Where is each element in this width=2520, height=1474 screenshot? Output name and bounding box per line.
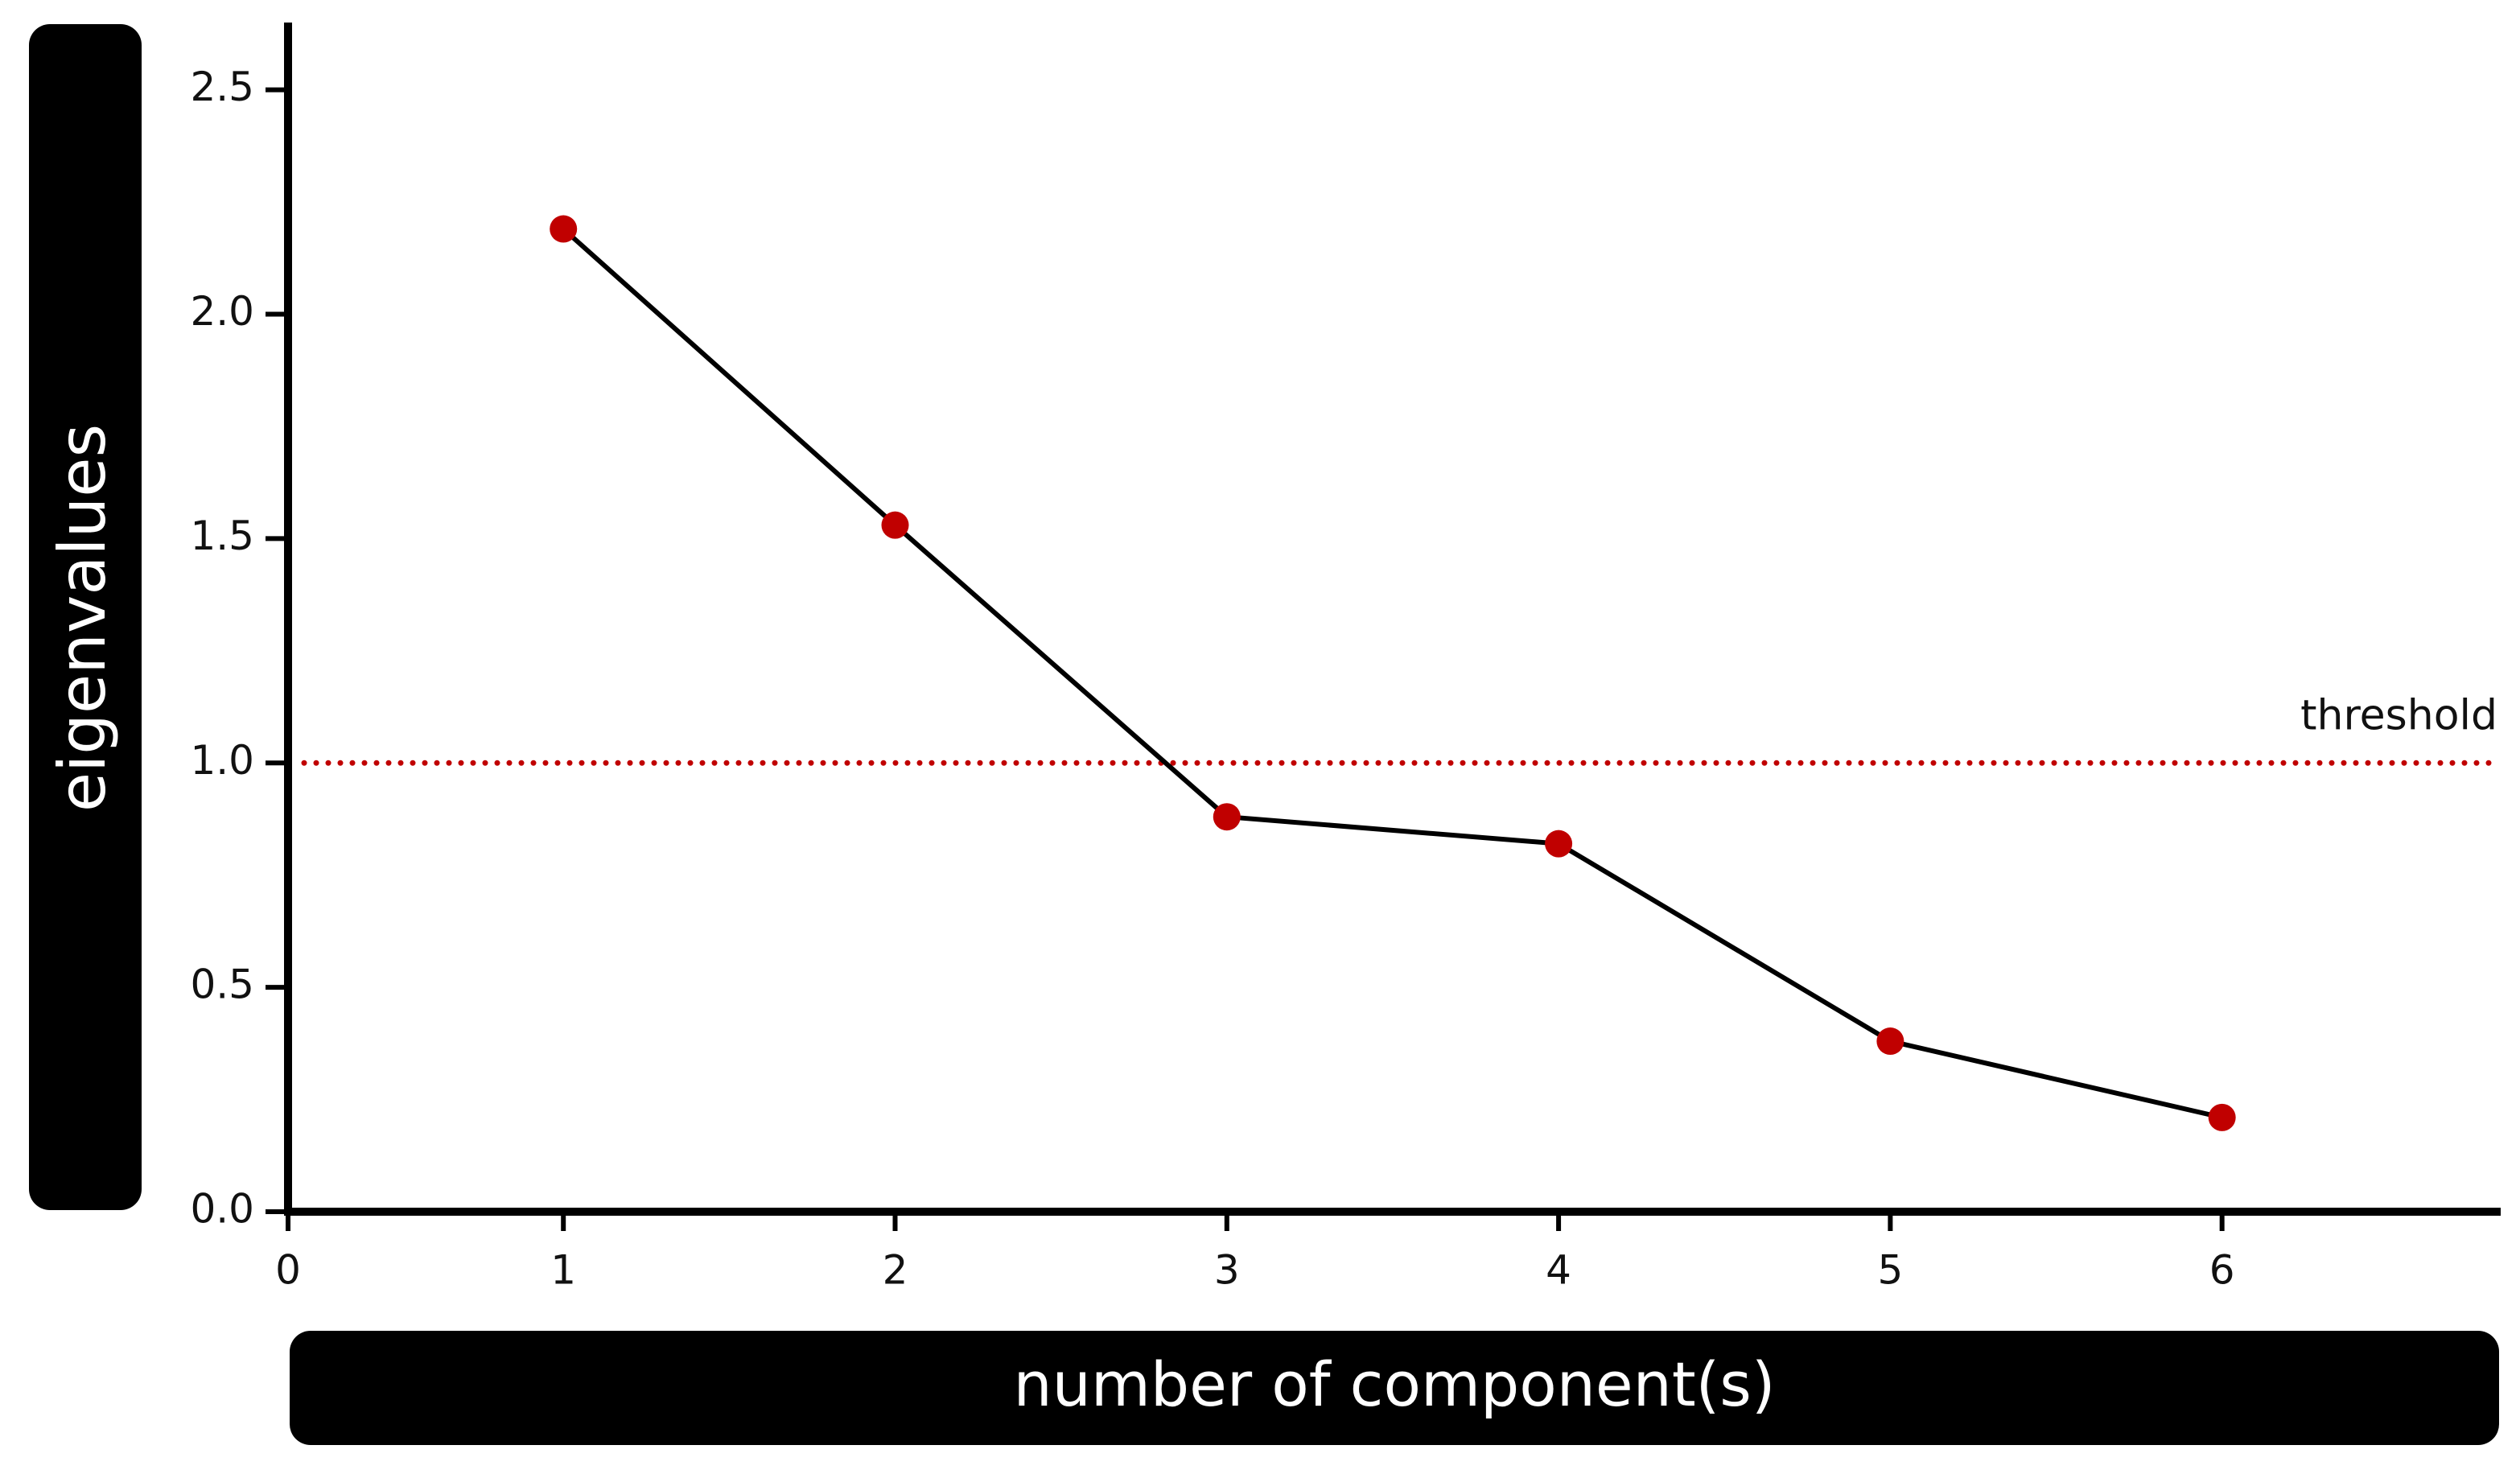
data-point — [881, 511, 909, 539]
x-tick-label: 4 — [1546, 1247, 1571, 1294]
data-point — [550, 215, 578, 243]
threshold-label: threshold — [2300, 691, 2497, 739]
x-tick-label: 0 — [275, 1247, 301, 1294]
x-tick-label: 1 — [550, 1247, 576, 1294]
y-tick-label: 2.5 — [190, 64, 254, 110]
x-label-box — [290, 1331, 2499, 1445]
y-tick-label: 2.0 — [190, 288, 254, 335]
x-tick-label: 2 — [883, 1247, 908, 1294]
y-tick-label: 0.5 — [190, 961, 254, 1008]
series-line — [562, 227, 2223, 1120]
y-tick-label: 1.5 — [190, 513, 254, 559]
data-point — [1545, 830, 1573, 858]
x-tick-label: 6 — [2209, 1247, 2235, 1294]
data-point — [1213, 803, 1241, 831]
y-tick-label: 1.0 — [190, 737, 254, 784]
y-tick-label: 0.0 — [190, 1186, 254, 1233]
x-axis-label: number of component(s) — [1013, 1348, 1775, 1420]
y-axis-label: eigenvalues — [45, 424, 120, 812]
x-tick-label: 3 — [1214, 1247, 1240, 1294]
data-point — [2208, 1103, 2236, 1131]
y-label-box — [29, 24, 142, 1210]
x-tick-label: 5 — [1877, 1247, 1903, 1294]
data-point — [1876, 1027, 1904, 1056]
